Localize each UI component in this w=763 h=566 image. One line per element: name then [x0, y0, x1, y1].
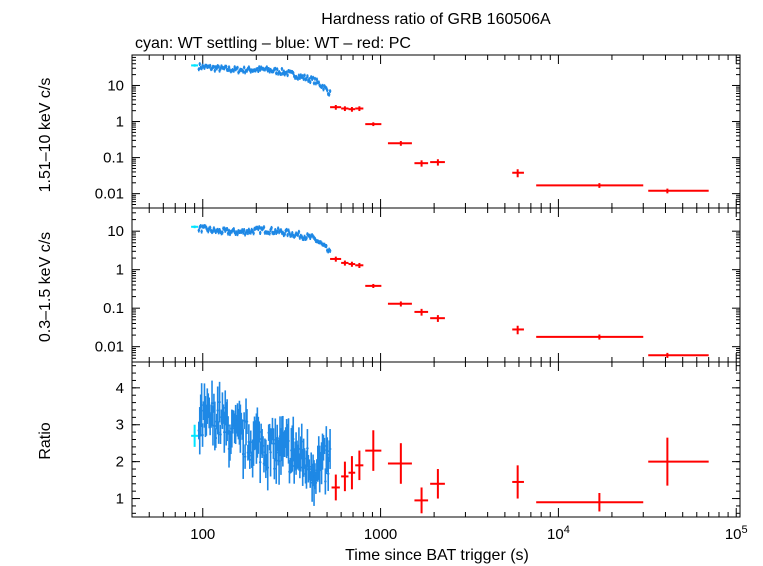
- pc-point: [341, 461, 349, 492]
- pc-point: [365, 430, 382, 471]
- y-tick-label: 10: [107, 77, 124, 94]
- pc-point: [648, 352, 709, 358]
- x-tick-exponent: 4: [564, 524, 570, 536]
- pc-point: [648, 188, 709, 194]
- pc-point: [330, 104, 342, 110]
- x-tick-label: 1000: [364, 526, 397, 543]
- pc-point: [414, 160, 429, 167]
- pc-point: [430, 159, 445, 166]
- pc-point: [387, 443, 412, 484]
- pc-point: [430, 469, 445, 499]
- y-tick-label: 0.1: [103, 300, 124, 317]
- pc-point: [414, 308, 429, 316]
- chart-subtitle: cyan: WT settling – blue: WT – red: PC: [135, 35, 411, 52]
- pc-point: [341, 260, 349, 266]
- panel-frame: [131, 361, 741, 518]
- x-tick-label: 100: [190, 526, 215, 543]
- pc-point: [355, 262, 364, 269]
- y-tick-label: 1: [116, 262, 124, 279]
- pc-point: [348, 456, 356, 490]
- pc-point: [512, 325, 524, 335]
- pc-point: [355, 106, 364, 112]
- pc-point: [330, 256, 342, 262]
- y-axis-label-soft: 0.3–1.5 keV c/s: [37, 232, 54, 342]
- pc-point: [414, 487, 429, 514]
- pc-point: [387, 301, 412, 307]
- pc-point: [512, 169, 524, 178]
- y-axis-label-hard: 1.51–10 keV c/s: [37, 78, 54, 193]
- y-tick-label: 2: [116, 454, 124, 471]
- y-tick-label: 10: [107, 223, 124, 240]
- plot-layer: 10 1 0.1 0.01 10 1 0.1 0.01 1 2 3 4 100 1000 104 105: [95, 54, 748, 543]
- pc-point: [648, 437, 709, 486]
- y-tick-label: 0.01: [95, 186, 124, 203]
- pc-point: [348, 106, 356, 112]
- pc-point: [387, 141, 412, 146]
- pc-point: [355, 450, 364, 481]
- pc-point: [536, 334, 644, 340]
- x-tick-label: 104: [547, 524, 570, 543]
- pc-point: [536, 493, 644, 512]
- y-tick-label: 0.01: [95, 339, 124, 356]
- panel-hard: 10 1 0.1 0.01: [95, 54, 741, 209]
- y-tick-label: 4: [116, 380, 124, 397]
- y-tick-label: 1: [116, 491, 124, 508]
- y-axis-label-ratio: Ratio: [37, 422, 54, 459]
- x-axis-label: Time since BAT trigger (s): [345, 547, 529, 564]
- x-tick-exponent: 5: [742, 524, 748, 536]
- x-tick-label: 105: [725, 524, 748, 543]
- pc-point: [348, 261, 356, 267]
- pc-point: [430, 315, 445, 322]
- panel-ratio: 1 2 3 4: [116, 361, 741, 518]
- pc-point: [365, 283, 382, 288]
- pc-point: [536, 183, 644, 188]
- chart-title: Hardness ratio of GRB 160506A: [321, 11, 551, 28]
- y-tick-label: 1: [116, 114, 124, 131]
- panel-soft: 10 1 0.1 0.01: [95, 207, 741, 363]
- pc-point: [365, 122, 382, 127]
- pc-point: [331, 474, 340, 501]
- y-tick-label: 3: [116, 417, 124, 434]
- pc-point: [512, 465, 524, 499]
- y-tick-label: 0.1: [103, 150, 124, 167]
- panel-frame: [131, 54, 741, 209]
- pc-point: [341, 106, 349, 112]
